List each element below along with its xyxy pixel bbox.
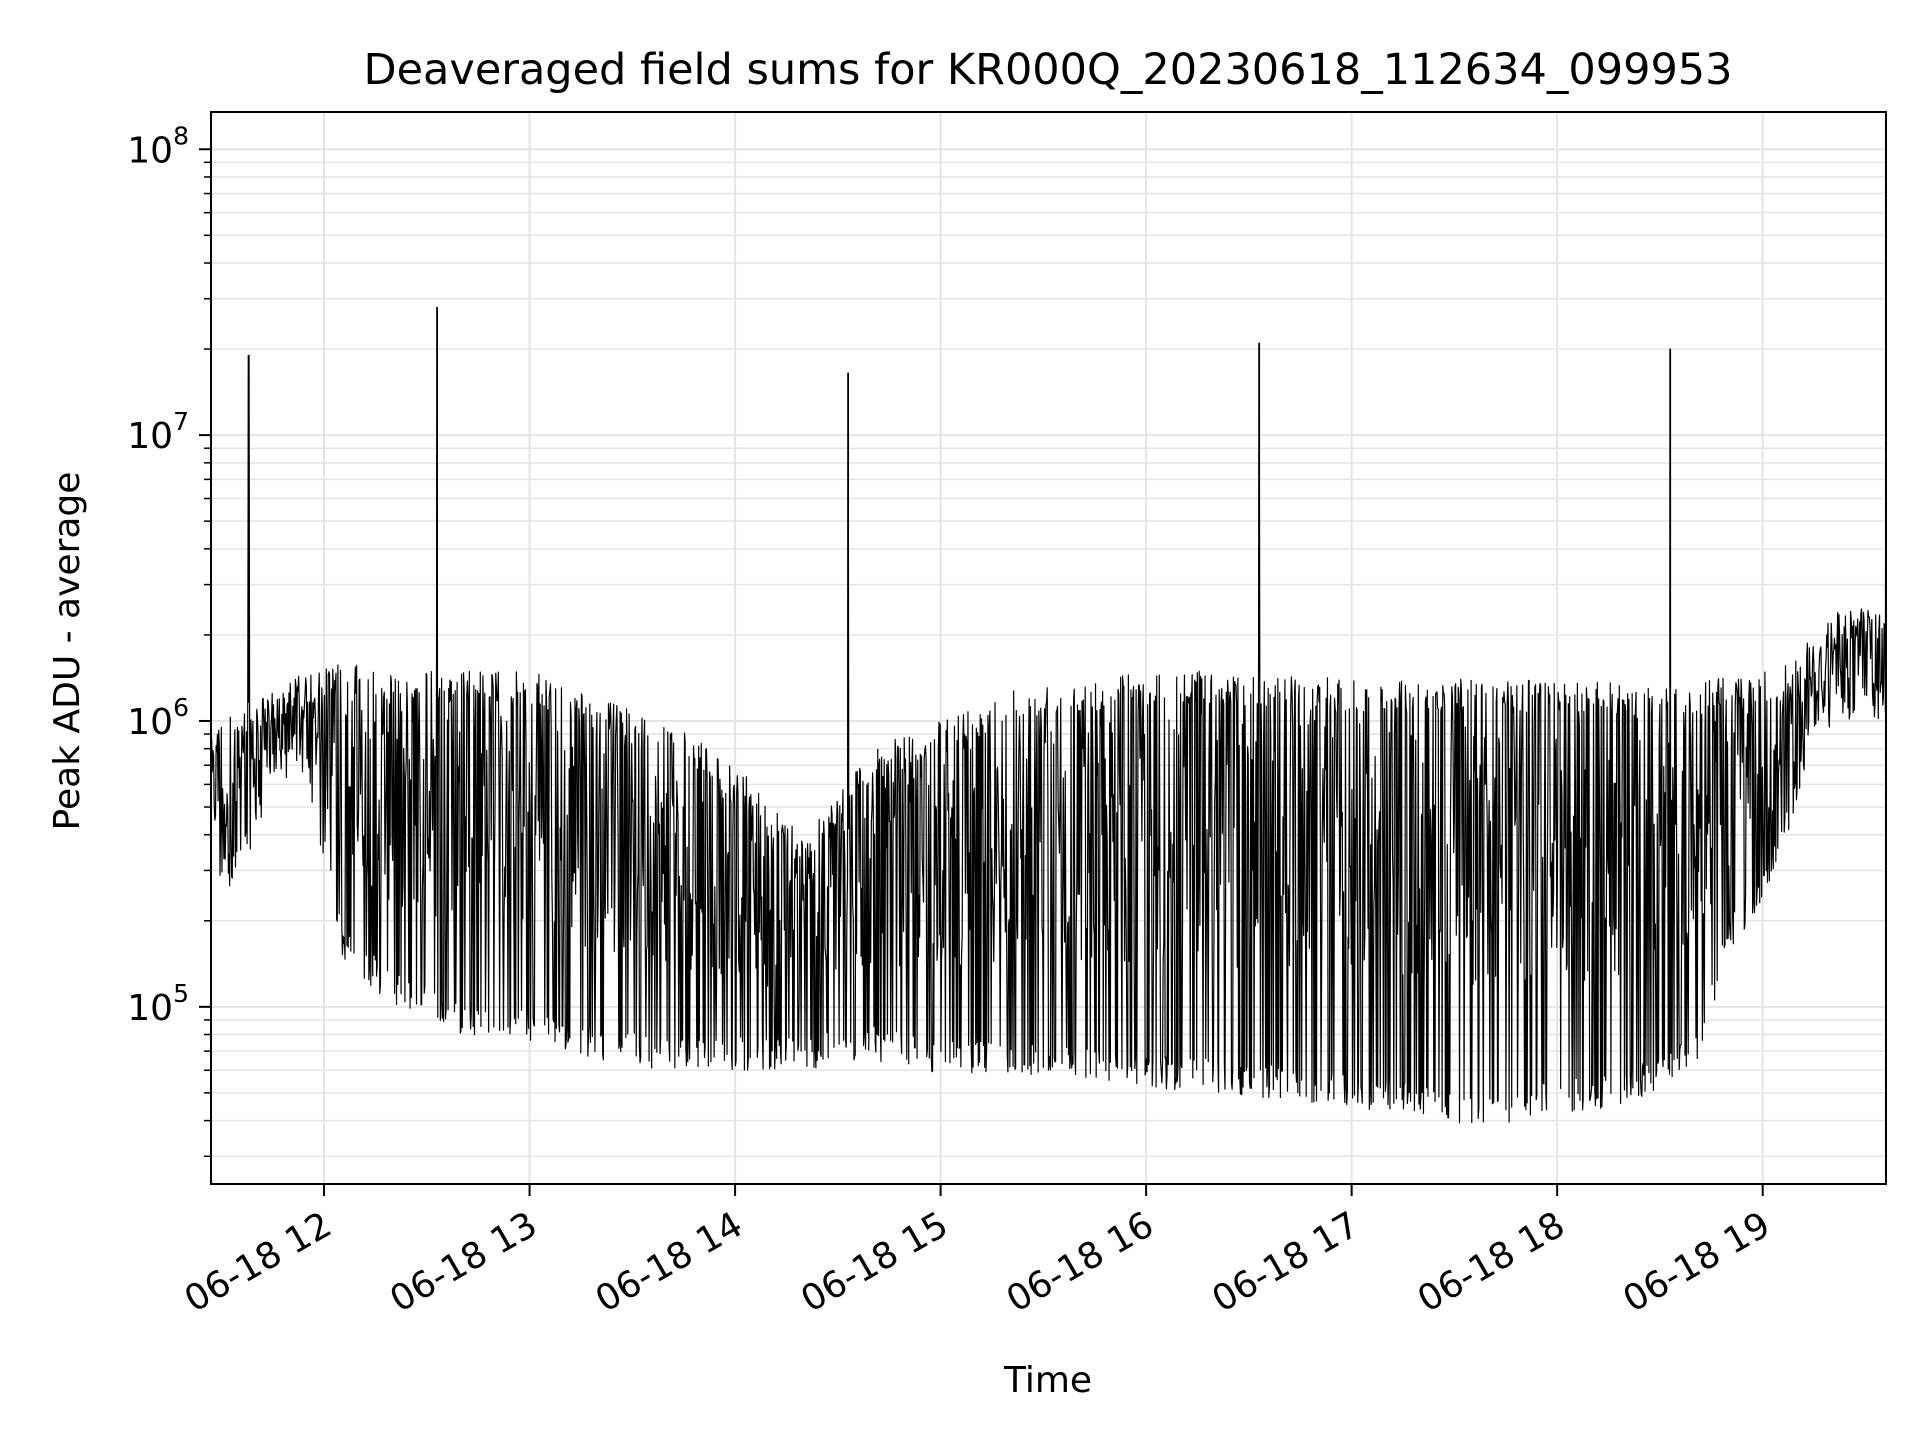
y-tick-exponent: 5 [173, 979, 189, 1008]
series-time-trace [211, 155, 1886, 1124]
x-tick-label: 06-18 15 [794, 1204, 955, 1320]
y-tick-label: 108 [127, 121, 189, 171]
x-tick-label: 06-18 18 [1411, 1204, 1572, 1320]
x-axis-label: Time [1003, 1360, 1092, 1401]
x-tick-label: 06-18 14 [589, 1204, 750, 1320]
x-tick-label: 06-18 12 [178, 1204, 339, 1320]
y-axis-label: Peak ADU - average [47, 472, 88, 831]
y-tick-exponent: 6 [173, 693, 189, 722]
y-tick-base: 10 [127, 702, 173, 743]
x-tick-label: 06-18 19 [1617, 1204, 1778, 1320]
y-tick-label: 107 [127, 407, 189, 457]
y-tick-exponent: 7 [173, 407, 189, 436]
y-tick-exponent: 8 [173, 121, 189, 150]
y-tick-label: 105 [127, 979, 189, 1029]
x-tick-label: 06-18 17 [1205, 1204, 1366, 1320]
y-tick-base: 10 [127, 130, 173, 171]
x-axis: 06-18 12 06-18 13 06-18 14 06-18 15 06-18 16… [178, 1184, 1777, 1321]
x-tick-label: 06-18 13 [383, 1204, 544, 1320]
y-tick-base: 10 [127, 416, 173, 457]
y-tick-label: 106 [127, 693, 189, 743]
x-tick-label: 06-18 16 [1000, 1204, 1161, 1320]
chart-title: Deaveraged field sums for KR000Q_2023061… [363, 45, 1732, 95]
series-line [211, 155, 1886, 1124]
y-tick-base: 10 [127, 988, 173, 1029]
plot-frame [210, 111, 1887, 1185]
